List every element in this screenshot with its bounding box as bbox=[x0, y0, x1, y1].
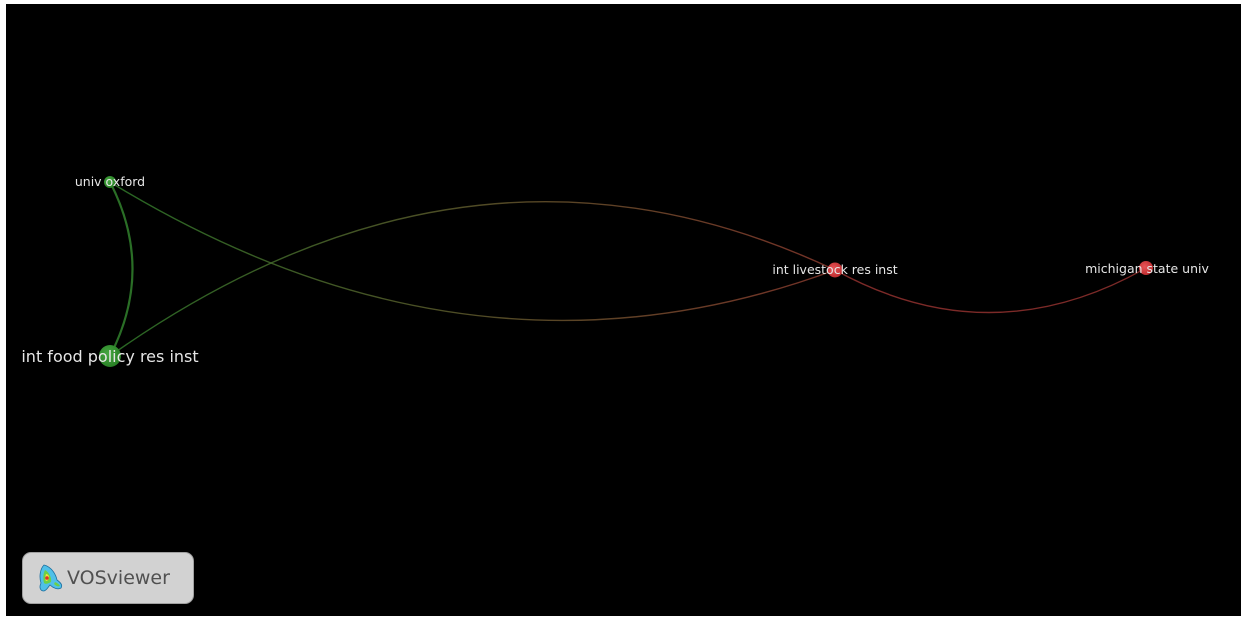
label-univ-oxford[interactable]: univ oxford bbox=[75, 174, 145, 189]
network-map[interactable]: univ oxford int food policy res inst int… bbox=[6, 4, 1241, 616]
network-canvas[interactable]: univ oxford int food policy res inst int… bbox=[6, 4, 1241, 616]
link-ifpri-ilri bbox=[109, 201, 836, 357]
link-ilri-msu bbox=[834, 267, 1147, 314]
node-michigan-state-univ[interactable] bbox=[1139, 261, 1153, 275]
vosviewer-logo-icon bbox=[39, 564, 63, 592]
label-int-food-policy-res-inst[interactable]: int food policy res inst bbox=[21, 347, 198, 366]
node-int-food-policy-res-inst[interactable] bbox=[99, 345, 121, 367]
vosviewer-brand-label: VOSviewer bbox=[67, 567, 170, 589]
node-int-livestock-res-inst[interactable] bbox=[827, 262, 843, 278]
node-univ-oxford[interactable] bbox=[104, 176, 116, 188]
vosviewer-badge[interactable]: VOSviewer bbox=[22, 552, 194, 604]
link-oxford-ifpri bbox=[109, 181, 134, 357]
label-int-livestock-res-inst[interactable]: int livestock res inst bbox=[772, 262, 897, 277]
link-oxford-ilri bbox=[109, 181, 836, 322]
label-michigan-state-univ[interactable]: michigan state univ bbox=[1085, 261, 1209, 276]
